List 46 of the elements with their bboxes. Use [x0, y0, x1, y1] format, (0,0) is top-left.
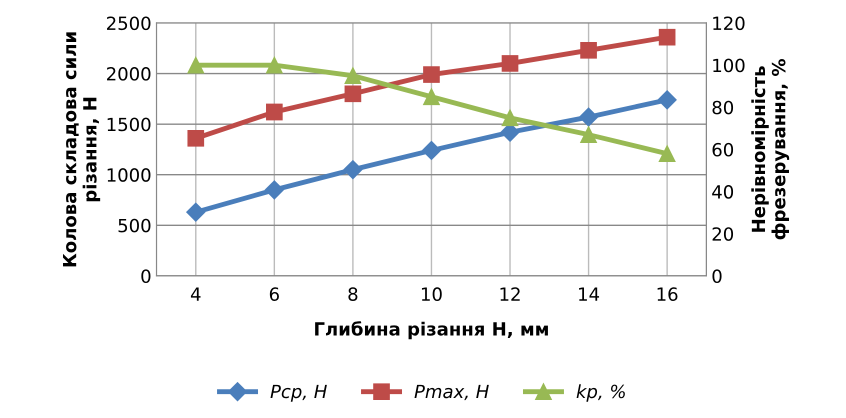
point	[266, 104, 283, 120]
legend-label: Pср, Н	[270, 384, 327, 402]
x-tick-label: 14	[579, 288, 600, 301]
legend-label: kp, %	[576, 384, 625, 402]
point	[423, 66, 440, 83]
point	[422, 140, 441, 160]
y-tick-label: 2500	[107, 16, 150, 30]
x-tick-label: 6	[270, 287, 279, 301]
y-tick-label: 0	[141, 269, 150, 283]
point	[579, 108, 598, 127]
point	[343, 160, 362, 180]
point	[658, 90, 677, 110]
point	[580, 42, 597, 59]
y2-tick-label: 80	[712, 100, 734, 114]
y-tick-label: 2000	[107, 67, 150, 81]
y2-tick-label: 40	[712, 185, 734, 199]
point	[264, 180, 284, 200]
x-tick-label: 8	[348, 287, 358, 301]
legend-label: Pmax, Н	[414, 384, 489, 400]
point	[502, 55, 518, 72]
point	[186, 202, 206, 222]
point	[266, 56, 283, 74]
point	[187, 56, 204, 74]
point	[580, 126, 597, 144]
y2-axis-title: Нерівномірність фрезерування, %	[751, 59, 790, 240]
y-tick-label: 1000	[108, 168, 150, 182]
y2-tick-label: 120	[713, 16, 745, 30]
x-tick-label: 4	[190, 288, 201, 301]
point	[502, 109, 518, 126]
point	[423, 88, 440, 106]
x-tick-label: 10	[422, 287, 442, 301]
y-tick-label: 1500	[108, 118, 150, 132]
point	[344, 85, 362, 102]
point	[187, 130, 204, 147]
y-tick-label: 500	[118, 218, 150, 232]
x-tick-label: 16	[658, 287, 678, 301]
point	[658, 145, 676, 162]
y2-tick-label: 20	[712, 227, 734, 241]
y-axis-title: Колова складова сили різання, Н	[63, 32, 100, 266]
y2-tick-label: 100	[713, 58, 745, 72]
x-tick-label: 12	[500, 287, 520, 301]
y2-tick-label: 0	[712, 269, 722, 283]
x-axis-title: Глибина різання H, мм	[315, 321, 548, 340]
y2-tick-label: 60	[712, 142, 734, 157]
point	[658, 28, 676, 46]
point	[344, 67, 362, 84]
